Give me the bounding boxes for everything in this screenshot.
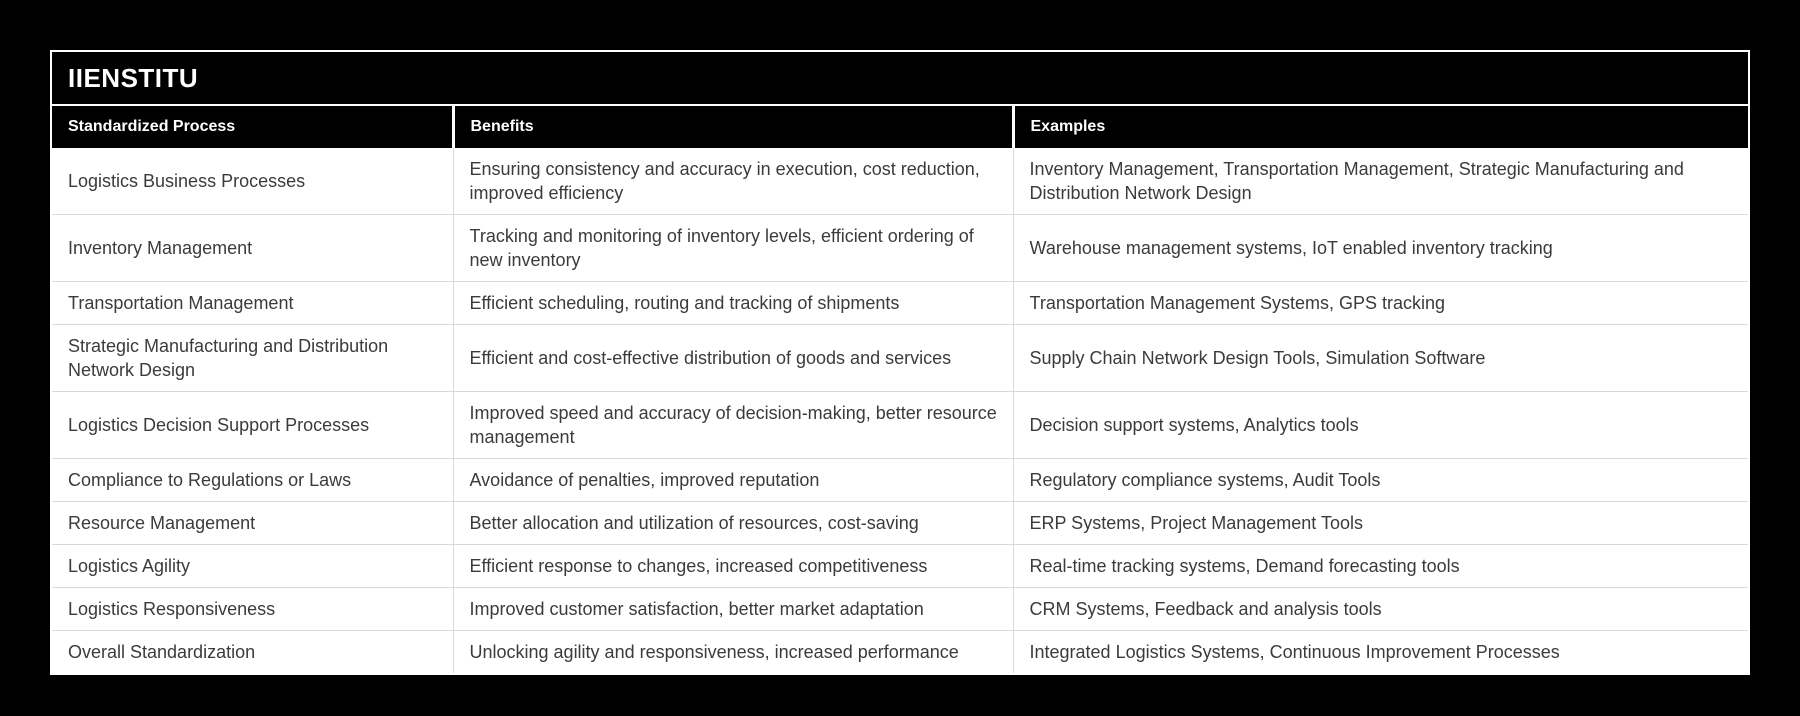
table-row: Logistics Decision Support Processes Impr…: [52, 391, 1748, 459]
cell-examples: Regulatory compliance systems, Audit Too…: [1013, 458, 1748, 502]
cell-benefits: Better allocation and utilization of res…: [453, 501, 1014, 545]
column-header-examples: Examples: [1013, 106, 1748, 148]
cell-examples: Transportation Management Systems, GPS t…: [1013, 281, 1748, 325]
table-row: Strategic Manufacturing and Distribution…: [52, 324, 1748, 392]
cell-examples: Inventory Management, Transportation Man…: [1013, 148, 1748, 215]
cell-process: Logistics Business Processes: [52, 148, 454, 215]
cell-benefits: Efficient response to changes, increased…: [453, 544, 1014, 588]
table-row: Logistics Business Processes Ensuring con…: [52, 148, 1748, 215]
table-row: Inventory Management Tracking and monitor…: [52, 214, 1748, 282]
table-row: Logistics Agility Efficient response to c…: [52, 544, 1748, 588]
table-row: Transportation Management Efficient sched…: [52, 281, 1748, 325]
table-body: Logistics Business Processes Ensuring con…: [52, 148, 1748, 673]
column-header-standardized-process: Standardized Process: [52, 106, 455, 148]
cell-examples: CRM Systems, Feedback and analysis tools: [1013, 587, 1748, 631]
cell-process: Compliance to Regulations or Laws: [52, 458, 454, 502]
cell-benefits: Unlocking agility and responsiveness, in…: [453, 630, 1014, 673]
cell-examples: Warehouse management systems, IoT enable…: [1013, 214, 1748, 282]
cell-benefits: Tracking and monitoring of inventory lev…: [453, 214, 1014, 282]
cell-examples: ERP Systems, Project Management Tools: [1013, 501, 1748, 545]
cell-benefits: Avoidance of penalties, improved reputat…: [453, 458, 1014, 502]
cell-process: Overall Standardization: [52, 630, 454, 673]
cell-examples: Decision support systems, Analytics tool…: [1013, 391, 1748, 459]
table-row: Resource Management Better allocation and…: [52, 501, 1748, 545]
table-header: Standardized Process Benefits Examples: [52, 106, 1748, 148]
cell-process: Logistics Responsiveness: [52, 587, 454, 631]
standardization-table: Standardized Process Benefits Examples L…: [52, 106, 1748, 673]
cell-process: Resource Management: [52, 501, 454, 545]
cell-benefits: Improved customer satisfaction, better m…: [453, 587, 1014, 631]
cell-process: Inventory Management: [52, 214, 454, 282]
cell-benefits: Efficient and cost-effective distributio…: [453, 324, 1014, 392]
cell-process: Transportation Management: [52, 281, 454, 325]
table-row: Compliance to Regulations or Laws Avoidan…: [52, 458, 1748, 502]
cell-process: Strategic Manufacturing and Distribution…: [52, 324, 454, 392]
cell-process: Logistics Agility: [52, 544, 454, 588]
table-header-row: Standardized Process Benefits Examples: [52, 106, 1748, 148]
cell-examples: Integrated Logistics Systems, Continuous…: [1013, 630, 1748, 673]
title-bar: IIENSTITU: [52, 52, 1748, 106]
cell-benefits: Ensuring consistency and accuracy in exe…: [453, 148, 1014, 215]
table-row: Logistics Responsiveness Improved custome…: [52, 587, 1748, 631]
table-row: Overall Standardization Unlocking agility…: [52, 630, 1748, 673]
cell-process: Logistics Decision Support Processes: [52, 391, 454, 459]
cell-examples: Supply Chain Network Design Tools, Simul…: [1013, 324, 1748, 392]
brand-title: IIENSTITU: [68, 63, 199, 93]
cell-benefits: Improved speed and accuracy of decision-…: [453, 391, 1014, 459]
cell-benefits: Efficient scheduling, routing and tracki…: [453, 281, 1014, 325]
column-header-benefits: Benefits: [453, 106, 1015, 148]
standardization-table-frame: IIENSTITU Standardized Process Benefits …: [50, 50, 1750, 675]
cell-examples: Real-time tracking systems, Demand forec…: [1013, 544, 1748, 588]
